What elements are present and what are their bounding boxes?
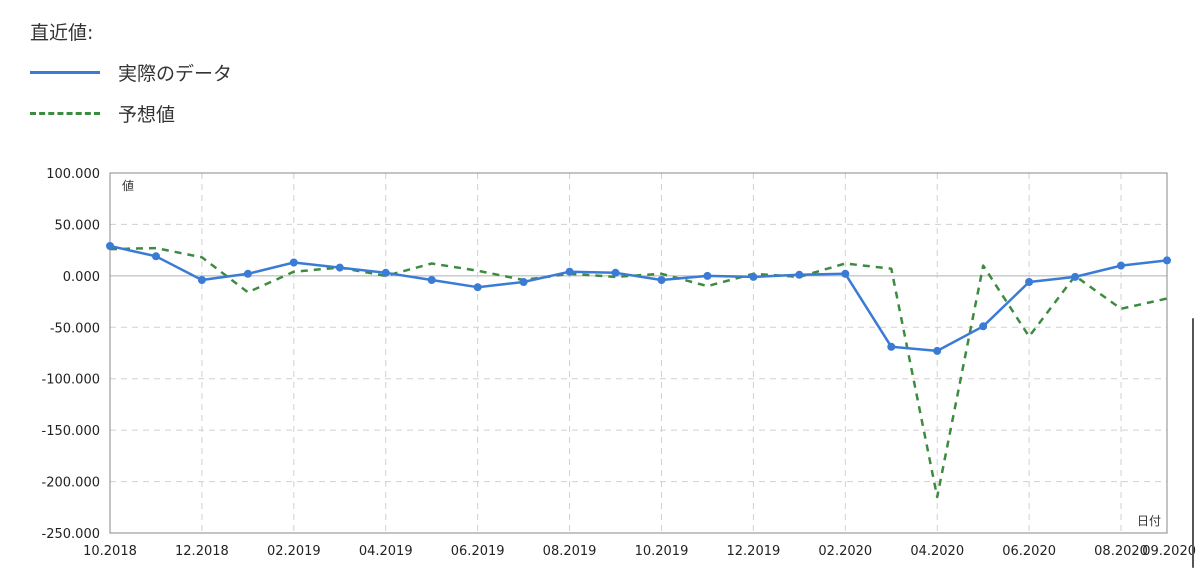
plot-border bbox=[109, 172, 1168, 534]
x-tick-label: 10.2018 bbox=[83, 544, 137, 559]
y-tick-label: 100.000 bbox=[46, 167, 100, 182]
grid-layer bbox=[110, 173, 1167, 533]
y-tick-label: 0.000 bbox=[63, 270, 100, 285]
series-layer bbox=[106, 242, 1171, 499]
point-actual bbox=[197, 276, 206, 284]
x-tick-label: 06.2019 bbox=[451, 544, 505, 559]
y-tick-label: -100.000 bbox=[42, 373, 100, 388]
x-tick-label: 09.2020 bbox=[1142, 544, 1196, 559]
x-tick-label: 10.2019 bbox=[635, 544, 689, 559]
x-tick-label: 04.2020 bbox=[910, 544, 964, 559]
legend-item-forecast[interactable]: 予想値 bbox=[30, 98, 175, 128]
y-tick-label: -50.000 bbox=[50, 321, 100, 336]
point-actual bbox=[381, 268, 390, 277]
legend-swatch-actual bbox=[30, 70, 100, 74]
y-tick-label: -150.000 bbox=[42, 424, 100, 439]
point-actual bbox=[1025, 278, 1034, 286]
point-actual bbox=[473, 283, 482, 292]
legend-label-forecast: 予想値 bbox=[118, 103, 176, 126]
point-actual bbox=[152, 252, 160, 261]
legend-swatch-forecast bbox=[30, 111, 100, 115]
vertical-scrollbar[interactable] bbox=[1192, 318, 1194, 568]
point-actual bbox=[703, 271, 712, 280]
legend-label-actual: 実際のデータ bbox=[118, 62, 233, 85]
point-actual bbox=[841, 269, 850, 278]
point-actual bbox=[1117, 261, 1125, 270]
point-actual bbox=[887, 342, 896, 351]
legend-item-actual[interactable]: 実際のデータ bbox=[30, 57, 232, 87]
x-tick-label: 08.2020 bbox=[1094, 544, 1148, 559]
x-axis-label: 日付 bbox=[1137, 514, 1161, 528]
point-actual bbox=[565, 267, 574, 276]
x-tick-label: 02.2020 bbox=[818, 544, 872, 559]
point-actual bbox=[289, 258, 298, 267]
series-line-forecast bbox=[109, 246, 1168, 499]
point-actual bbox=[979, 322, 988, 331]
x-tick-label: 02.2019 bbox=[267, 544, 321, 559]
point-actual bbox=[427, 276, 436, 284]
x-tick-label: 06.2020 bbox=[1002, 544, 1056, 559]
point-actual bbox=[933, 346, 942, 355]
series-line-actual bbox=[109, 244, 1168, 353]
point-actual bbox=[1071, 272, 1080, 281]
point-actual bbox=[1163, 256, 1171, 265]
y-tick-label: 50.000 bbox=[55, 218, 101, 233]
y-axis-label: 値 bbox=[122, 178, 134, 193]
x-tick-label: 12.2019 bbox=[727, 544, 781, 559]
point-actual bbox=[749, 272, 758, 281]
point-actual bbox=[611, 268, 620, 277]
point-actual bbox=[795, 270, 804, 279]
point-actual bbox=[657, 276, 666, 284]
x-tick-label: 04.2019 bbox=[359, 544, 413, 559]
x-tick-labels: 10.2018 12.2018 02.2019 04.2019 06.2019 08.20… bbox=[83, 544, 1196, 559]
y-tick-labels: 100.000 50.000 0.000 -50.000 -100.000 -150.00… bbox=[42, 167, 100, 542]
y-tick-label: -250.000 bbox=[42, 527, 100, 542]
point-actual bbox=[335, 263, 344, 272]
y-tick-label: -200.000 bbox=[42, 476, 100, 491]
point-actual bbox=[519, 278, 528, 286]
point-actual bbox=[106, 242, 114, 250]
x-tick-label: 12.2018 bbox=[175, 544, 229, 559]
point-actual bbox=[243, 269, 252, 278]
legend-title: 直近値: bbox=[30, 22, 94, 44]
x-tick-label: 08.2019 bbox=[543, 544, 597, 559]
